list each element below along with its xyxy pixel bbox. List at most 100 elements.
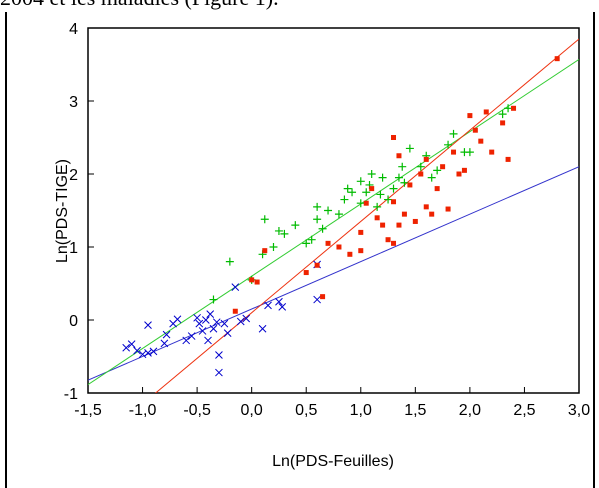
- data-point-series-3: [314, 262, 320, 268]
- data-point-series-2: [389, 184, 398, 193]
- x-tick-label: 0,5: [295, 402, 317, 419]
- x-tick-label: 3,0: [568, 402, 590, 419]
- data-point-series-2: [334, 210, 343, 219]
- data-point-series-3: [472, 127, 478, 133]
- plot-area-border: [87, 27, 580, 394]
- x-tick-label: -0,5: [183, 402, 211, 419]
- x-tick-label: 1,5: [404, 402, 426, 419]
- data-point-series-3: [412, 218, 418, 224]
- figure-frame: [5, 12, 595, 488]
- data-point-series-3: [391, 135, 397, 140]
- data-point-series-1: [275, 297, 283, 306]
- data-point-series-3: [511, 105, 517, 111]
- x-tick-label: -1,5: [74, 402, 102, 419]
- data-point-series-2: [394, 173, 403, 182]
- data-point-series-2: [405, 144, 414, 153]
- data-point-series-1: [127, 340, 136, 348]
- data-point-series-1: [133, 346, 141, 355]
- x-tick-label: 2,0: [459, 402, 481, 419]
- data-point-series-1: [122, 343, 131, 352]
- data-point-series-2: [318, 224, 327, 233]
- data-point-series-2: [367, 170, 376, 178]
- data-point-series-1: [162, 330, 171, 339]
- data-point-series-2: [427, 173, 436, 182]
- data-point-series-3: [347, 251, 353, 257]
- data-point-series-3: [385, 237, 391, 243]
- data-point-series-1: [236, 317, 245, 326]
- data-point-series-2: [269, 243, 278, 251]
- data-point-series-3: [407, 182, 413, 188]
- data-point-series-3: [451, 149, 457, 155]
- data-point-series-2: [449, 129, 458, 138]
- data-point-series-2: [260, 215, 269, 224]
- data-point-series-1: [149, 347, 158, 356]
- data-point-series-1: [173, 315, 182, 324]
- data-point-series-3: [423, 156, 429, 162]
- data-point-series-1: [182, 336, 191, 345]
- data-point-series-2: [465, 148, 474, 157]
- data-point-series-2: [302, 239, 311, 248]
- x-tick-label: 0,0: [241, 402, 263, 419]
- data-point-series-2: [343, 184, 352, 193]
- x-tick-label: -1,0: [129, 402, 157, 419]
- data-point-series-2: [209, 295, 218, 304]
- data-point-series-2: [504, 104, 513, 113]
- data-point-series-1: [258, 324, 267, 333]
- data-point-series-1: [144, 321, 152, 329]
- data-point-series-1: [187, 332, 196, 340]
- regression-line-series-3: [154, 38, 579, 393]
- data-point-series-1: [193, 313, 201, 322]
- data-point-series-1: [212, 318, 221, 327]
- data-point-series-3: [445, 206, 451, 212]
- data-point-series-3: [303, 270, 309, 276]
- data-point-series-1: [231, 283, 240, 292]
- data-point-series-3: [336, 244, 342, 250]
- data-point-series-1: [242, 314, 251, 323]
- y-tick-label: 2: [69, 167, 78, 184]
- data-point-series-3: [320, 294, 326, 300]
- caption-fragment: 2004 et les maladies (Figure 1).: [0, 0, 599, 9]
- data-point-series-3: [440, 164, 446, 170]
- data-point-series-3: [554, 56, 560, 62]
- data-point-series-3: [363, 200, 369, 206]
- data-point-series-2: [356, 177, 365, 186]
- data-point-series-2: [433, 166, 442, 175]
- data-point-series-3: [369, 186, 375, 192]
- data-point-series-2: [498, 110, 507, 119]
- data-point-series-2: [398, 162, 407, 171]
- data-point-series-3: [358, 248, 364, 254]
- data-point-series-2: [444, 140, 453, 149]
- data-point-series-1: [198, 327, 207, 335]
- data-point-series-3: [434, 186, 440, 192]
- y-tick-label: 0: [69, 313, 78, 330]
- data-point-series-3: [461, 167, 467, 173]
- data-point-series-2: [378, 173, 387, 182]
- data-point-series-3: [380, 222, 386, 228]
- data-point-series-2: [340, 195, 349, 204]
- data-point-series-1: [215, 351, 223, 359]
- data-point-series-3: [456, 171, 462, 177]
- data-point-series-3: [483, 109, 489, 115]
- x-tick-label: 1,0: [350, 402, 372, 419]
- y-tick-label: -1: [64, 386, 78, 403]
- data-point-series-3: [391, 240, 397, 246]
- data-point-series-1: [278, 303, 287, 311]
- data-point-series-3: [396, 222, 402, 228]
- data-point-series-3: [396, 153, 402, 159]
- data-point-series-1: [209, 324, 218, 333]
- data-point-series-2: [225, 257, 234, 266]
- data-point-series-2: [416, 162, 425, 171]
- x-tick-label: 2,5: [513, 402, 535, 419]
- data-point-series-3: [505, 156, 511, 162]
- data-point-series-2: [384, 195, 393, 204]
- data-point-series-3: [249, 277, 255, 283]
- y-axis-label: Ln(PDS-TIGE): [54, 159, 71, 263]
- data-point-series-2: [376, 190, 385, 199]
- data-point-series-2: [400, 178, 409, 187]
- data-point-series-2: [291, 221, 300, 230]
- data-point-series-3: [325, 240, 331, 246]
- data-point-series-3: [391, 199, 397, 205]
- y-tick-label: 4: [69, 21, 78, 38]
- data-point-series-1: [223, 329, 232, 337]
